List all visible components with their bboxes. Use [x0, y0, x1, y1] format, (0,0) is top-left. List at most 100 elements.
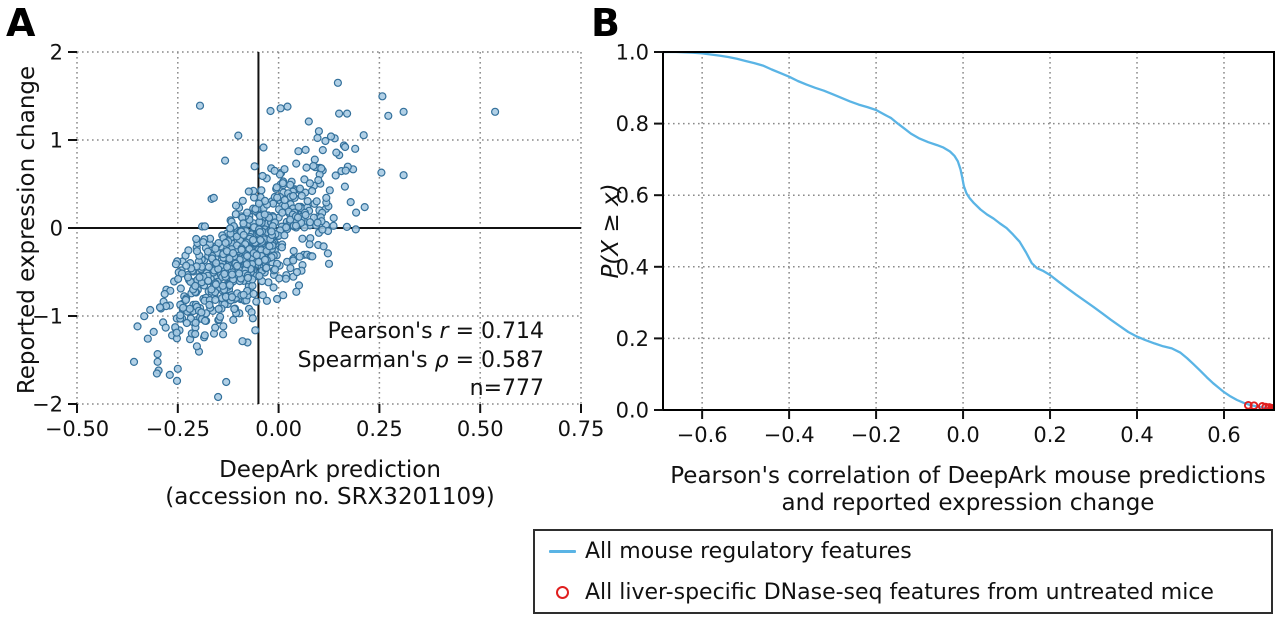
scatter-point	[275, 274, 284, 283]
panel-a-x-tick-label: 0.25	[356, 417, 403, 441]
scatter-point	[176, 284, 185, 293]
scatter-point	[177, 269, 187, 278]
panel-b-y-tick-label: 0.2	[616, 327, 649, 351]
scatter-point	[256, 235, 265, 245]
scatter-point	[289, 256, 298, 265]
scatter-point	[211, 323, 220, 332]
scatter-point	[341, 142, 350, 152]
scatter-point	[325, 186, 334, 195]
scatter-point	[289, 191, 298, 201]
scatter-point	[277, 243, 286, 252]
spearman-line: Spearman's ρ = 0.587	[297, 347, 544, 373]
legend-item-mouse-features: All mouse regulatory features	[545, 537, 1271, 565]
scatter-point	[143, 334, 152, 343]
scatter-point	[280, 195, 289, 205]
scatter-point	[301, 210, 310, 220]
legend-item-liver-features: All liver-specific DNase-seq features fr…	[545, 578, 1271, 606]
scatter-point	[295, 184, 305, 193]
scatter-point	[129, 357, 139, 366]
scatter-point	[258, 171, 267, 181]
panel-a-x-tick-label: −0.25	[146, 417, 210, 441]
scatter-point	[192, 247, 202, 256]
scatter-point	[173, 364, 182, 373]
scatter-point	[160, 289, 169, 299]
scatter-point	[244, 187, 253, 196]
scatter-point	[161, 323, 170, 332]
scatter-point	[360, 203, 369, 212]
scatter-point	[219, 322, 228, 331]
scatter-point	[197, 308, 206, 317]
scatter-point	[221, 156, 230, 165]
scatter-point	[239, 230, 248, 240]
scatter-point	[238, 337, 247, 346]
scatter-point	[184, 246, 193, 255]
panel-a-x-tick-label: −0.50	[45, 417, 109, 441]
scatter-point	[192, 234, 201, 244]
scatter-point	[312, 197, 321, 206]
scatter-point	[140, 312, 149, 321]
panel-b-letter: B	[591, 1, 620, 45]
scatter-point	[238, 196, 247, 205]
scatter-point	[229, 315, 238, 324]
scatter-point	[308, 252, 317, 261]
scatter-point	[172, 328, 181, 337]
panel-a-letter: A	[6, 1, 36, 45]
scatter-point	[283, 102, 292, 111]
scatter-point	[266, 106, 275, 116]
panel-b-x-tick-label: −0.4	[764, 423, 815, 447]
stats-annotation: Pearson's r = 0.714 Spearman's ρ = 0.587…	[298, 318, 544, 404]
scatter-point	[292, 268, 302, 277]
panel-a-y-tick-label: 2	[50, 41, 63, 65]
legend: All mouse regulatory features All liver-…	[533, 529, 1273, 614]
scatter-point	[260, 255, 270, 264]
scatter-point	[171, 260, 180, 269]
scatter-point	[204, 276, 213, 285]
scatter-point	[294, 147, 303, 156]
panel-b-y-tick-label: 0.4	[616, 255, 649, 279]
scatter-point	[317, 164, 326, 173]
panel-a-y-tick-label: −1	[32, 305, 63, 329]
scatter-point	[384, 111, 393, 120]
scatter-point	[260, 210, 269, 219]
scatter-point	[272, 183, 281, 192]
scatter-point	[273, 294, 282, 304]
scatter-point	[133, 322, 142, 331]
scatter-point	[249, 289, 258, 298]
panel-a-x-tick-label: 0.50	[457, 417, 504, 441]
scatter-point	[234, 131, 243, 140]
scatter-point	[195, 101, 205, 110]
scatter-point	[297, 191, 306, 200]
scatter-point	[149, 327, 158, 336]
scatter-point	[333, 78, 342, 87]
scatter-point	[146, 305, 155, 315]
scatter-point	[179, 303, 188, 312]
scatter-point	[212, 258, 221, 268]
panel-b-y-axis-title: P(X ≥ x)	[598, 183, 624, 279]
scatter-point	[203, 247, 212, 256]
scatter-point	[191, 281, 200, 290]
scatter-point	[293, 213, 303, 222]
scatter-point	[378, 92, 387, 101]
scatter-point	[292, 287, 301, 296]
panel-b-x-axis-title-line2: and reported expression change	[781, 490, 1155, 516]
scatter-point	[341, 166, 350, 175]
scatter-point	[249, 193, 259, 202]
scatter-point	[280, 231, 289, 240]
scatter-point	[183, 273, 193, 282]
scatter-point	[220, 269, 229, 278]
scatter-point	[262, 263, 271, 272]
scatter-point	[329, 213, 338, 223]
scatter-point	[229, 249, 238, 258]
scatter-point	[174, 274, 183, 284]
scatter-point	[269, 283, 278, 292]
scatter-point	[226, 224, 235, 233]
scatter-point	[152, 369, 161, 378]
scatter-point	[231, 201, 241, 210]
scatter-point	[235, 269, 244, 278]
panel-b-y-tick-label: 0.8	[616, 112, 649, 136]
scatter-point	[305, 218, 315, 227]
scatter-point	[280, 165, 289, 174]
scatter-point	[195, 273, 204, 282]
scatter-point	[331, 171, 340, 180]
